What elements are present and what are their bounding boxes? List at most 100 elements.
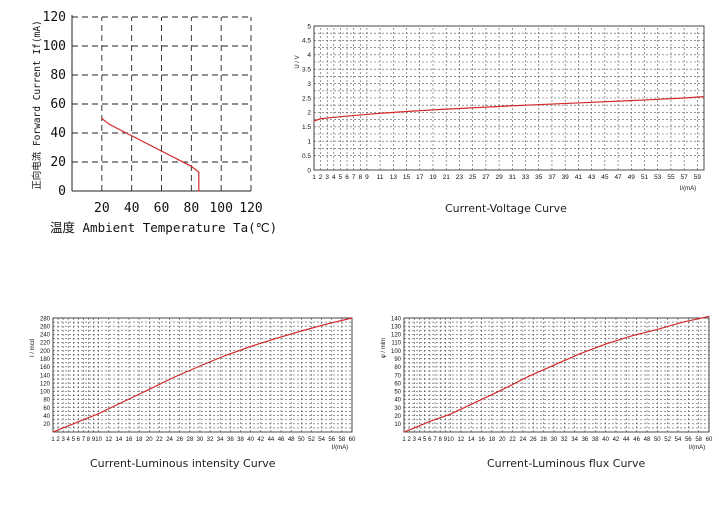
flux-data-point — [553, 364, 555, 366]
intensity-x-tick: 20 — [146, 437, 153, 443]
intensity-chart-title: Current-Luminous intensity Curve — [90, 457, 276, 470]
voltage-x-tick: 1 — [312, 174, 316, 181]
derating-x-label: 温度 Ambient Temperature Ta(℃) — [50, 220, 277, 235]
voltage-y-tick: 5 — [307, 23, 311, 30]
derating-x-tick: 120 — [239, 201, 262, 216]
intensity-y-tick: 240 — [40, 333, 51, 339]
derating-x-tick: 100 — [209, 201, 232, 216]
intensity-x-tick: 50 — [298, 437, 305, 443]
voltage-x-tick: 5 — [339, 174, 343, 181]
voltage-y-label: U / V — [295, 55, 301, 68]
intensity-x-tick: 4 — [67, 437, 71, 443]
flux-x-tick: 28 — [540, 437, 547, 443]
flux-x-tick: 6 — [428, 437, 432, 443]
flux-y-tick: 120 — [391, 333, 402, 339]
voltage-x-tick: 23 — [456, 174, 464, 181]
intensity-x-tick: 3 — [61, 437, 65, 443]
intensity-data-point — [250, 345, 252, 348]
flux-y-tick: 140 — [391, 316, 402, 322]
flux-x-tick: 48 — [644, 437, 651, 443]
derating-y-tick: 120 — [43, 10, 66, 25]
flux-x-tick: 26 — [530, 437, 537, 443]
flux-data-point — [413, 427, 415, 429]
flux-y-tick: 20 — [394, 414, 401, 420]
intensity-x-tick: 6 — [77, 437, 81, 443]
intensity-data-point — [351, 317, 353, 319]
voltage-data-point — [405, 110, 408, 113]
flux-y-tick: 60 — [394, 381, 401, 387]
intensity-plot-frame — [52, 317, 353, 433]
flux-data-point — [403, 431, 405, 433]
voltage-x-tick: 6 — [345, 174, 349, 181]
voltage-x-tick: 37 — [548, 174, 556, 181]
intensity-y-tick: 60 — [43, 406, 50, 412]
flux-x-tick: 10 — [447, 437, 454, 443]
flux-y-tick: 110 — [391, 341, 401, 347]
intensity-x-tick: 56 — [328, 437, 335, 443]
voltage-x-tick: 21 — [443, 174, 451, 181]
voltage-data-point — [683, 97, 685, 99]
intensity-y-tick: 200 — [40, 349, 51, 355]
intensity-x-tick: 46 — [278, 437, 285, 443]
flux-data-point — [501, 389, 503, 391]
flux-data-point — [579, 353, 581, 355]
intensity-data-point — [199, 365, 201, 367]
flux-chart-title: Current-Luminous flux Curve — [487, 457, 646, 470]
derating-y-tick: 60 — [50, 97, 66, 112]
intensity-x-tick: 14 — [116, 437, 123, 443]
voltage-plot-frame — [313, 25, 705, 171]
voltage-x-tick: 59 — [694, 174, 702, 181]
intensity-x-tick: 42 — [257, 437, 264, 443]
flux-y-tick: 40 — [394, 398, 401, 404]
voltage-data-point — [339, 116, 342, 118]
intensity-x-tick: 26 — [176, 437, 183, 443]
voltage-x-tick: 27 — [482, 174, 490, 181]
derating-x-tick: 60 — [154, 201, 170, 216]
intensity-x-tick: 5 — [72, 437, 76, 443]
intensity-y-tick: 220 — [40, 341, 51, 347]
intensity-x-tick: 48 — [288, 437, 295, 443]
flux-x-tick: 36 — [582, 437, 589, 443]
flux-x-tick: 7 — [433, 437, 437, 443]
voltage-y-tick: 3.5 — [302, 67, 311, 74]
voltage-y-tick: 3 — [307, 81, 311, 88]
flux-x-tick: 32 — [561, 437, 568, 443]
intensity-data-point — [224, 354, 226, 357]
derating-y-tick: 20 — [50, 155, 66, 170]
voltage-data-point — [313, 120, 315, 122]
intensity-data-point — [123, 400, 125, 403]
voltage-x-tick: 9 — [365, 174, 369, 181]
derating-y-tick: 40 — [50, 126, 66, 141]
flux-x-tick: 56 — [685, 437, 692, 443]
flux-y-tick: 10 — [394, 422, 401, 428]
intensity-y-tick: 20 — [43, 422, 50, 428]
voltage-data-point — [703, 95, 705, 98]
flux-data-point — [449, 413, 452, 415]
voltage-x-tick: 31 — [509, 174, 517, 181]
intensity-data-point — [77, 421, 79, 423]
voltage-y-tick: 1 — [307, 139, 311, 146]
flux-x-tick: 58 — [695, 437, 702, 443]
flux-x-tick: 46 — [633, 437, 640, 443]
flux-x-tick: 5 — [423, 437, 427, 443]
intensity-data-point — [174, 376, 176, 378]
flux-data-point — [656, 328, 658, 330]
voltage-data-point — [637, 99, 639, 101]
derating-y-tick: 0 — [58, 184, 66, 199]
flux-data-point — [527, 376, 529, 378]
flux-y-tick: 100 — [391, 349, 402, 355]
flux-data-point — [429, 420, 431, 423]
flux-x-tick: 40 — [602, 437, 609, 443]
voltage-series-line — [313, 96, 705, 122]
voltage-x-tick: 45 — [601, 174, 609, 181]
flux-x-tick: 54 — [675, 437, 682, 443]
voltage-y-tick: 2.5 — [302, 95, 311, 102]
intensity-x-tick: 18 — [136, 437, 143, 443]
flux-data-point — [605, 343, 607, 345]
voltage-y-tick: 4.5 — [302, 38, 311, 45]
derating-data-point — [190, 165, 192, 167]
intensity-data-point — [300, 330, 302, 332]
flux-x-tick: 42 — [613, 437, 620, 443]
flux-x-tick: 9 — [444, 437, 448, 443]
flux-x-tick: 3 — [413, 437, 417, 443]
